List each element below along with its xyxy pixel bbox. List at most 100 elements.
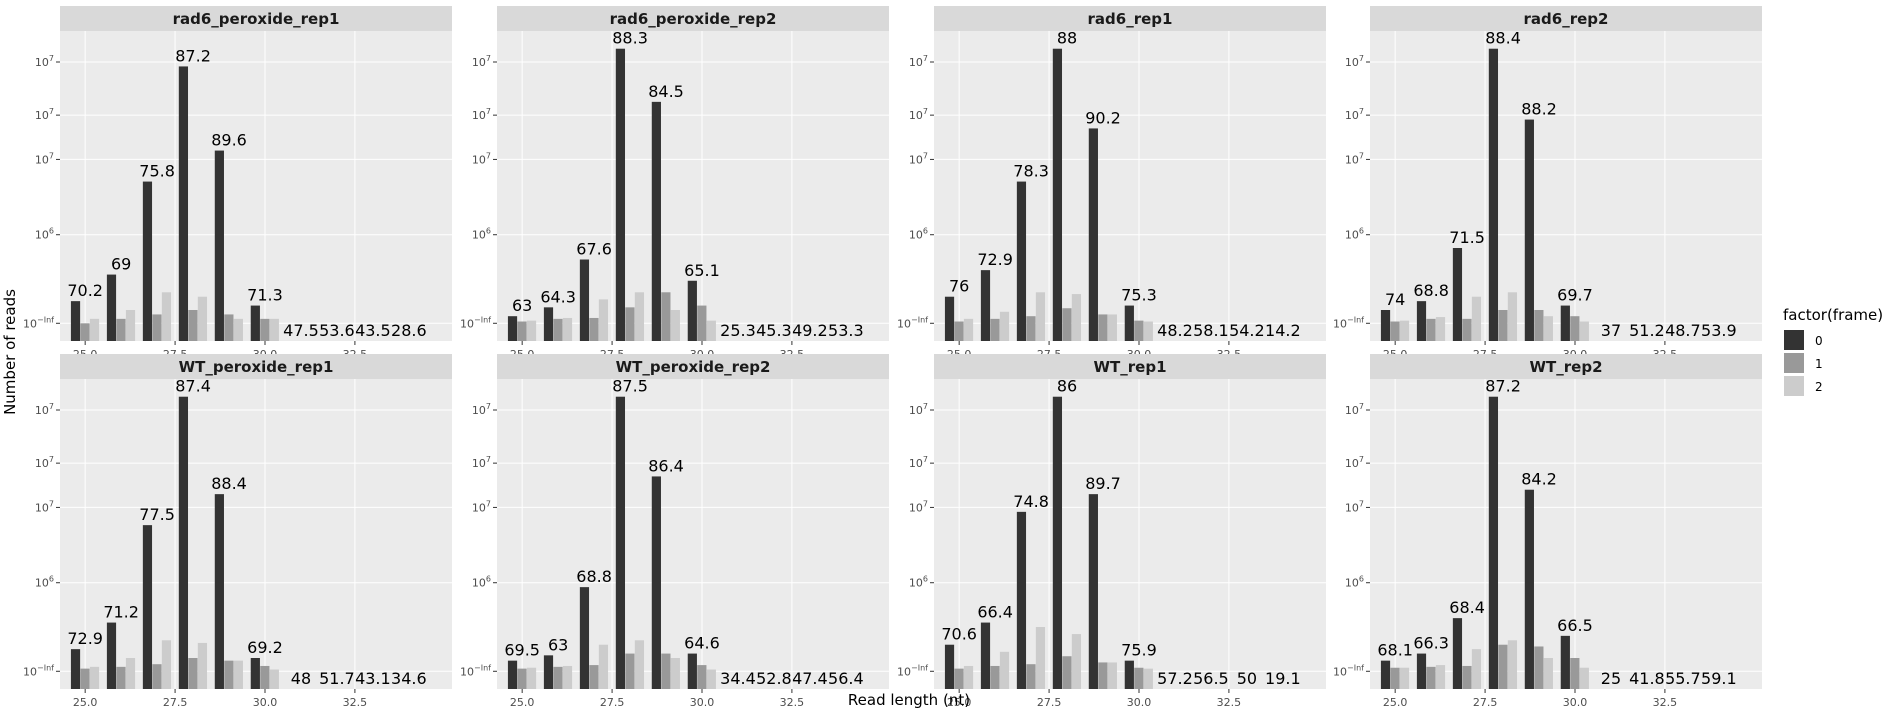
- y-tick-label: 106: [1345, 575, 1364, 590]
- x-axis-title: Read length (nt): [848, 691, 970, 709]
- bar-value-label: 53.6: [319, 321, 355, 340]
- bar-frame-1: [990, 318, 1000, 341]
- bar-value-label: 75.3: [1121, 286, 1157, 305]
- bar-frame-0: [1416, 301, 1427, 341]
- bar-frame-1: [1062, 308, 1072, 341]
- bar-frame-1: [661, 292, 671, 341]
- x-tick-label: 27.5: [600, 696, 625, 709]
- bar-frame-0: [1124, 660, 1134, 689]
- facet-panel: WT_rep2 25.0 27.5 30.0 32.5 10−Inf 106 107 107 10…: [1333, 354, 1762, 709]
- bar-value-label: 68.8: [1413, 281, 1449, 300]
- bar-frame-1: [1534, 646, 1544, 689]
- legend-label-frame-1: 1: [1815, 357, 1823, 371]
- bar-frame-1: [954, 668, 964, 689]
- bar-value-label: 19.1: [1265, 669, 1301, 688]
- facet-title: WT_peroxide_rep2: [616, 358, 771, 376]
- bar-frame-2: [125, 658, 136, 689]
- bar-frame-2: [161, 640, 172, 689]
- y-tick-label: 10−Inf: [460, 663, 491, 678]
- legend-label-frame-0: 0: [1815, 334, 1823, 348]
- bar-value-label: 68.8: [576, 567, 612, 586]
- bar-value-label: 59.1: [1701, 669, 1737, 688]
- y-tick-label: 107: [472, 151, 491, 166]
- bar-value-label: 88.4: [1485, 29, 1521, 48]
- y-tick-label: 107: [472, 402, 491, 417]
- bar-frame-0: [1452, 248, 1463, 341]
- legend-swatch-frame-1: [1784, 353, 1804, 373]
- bar-frame-0: [1452, 618, 1463, 689]
- facet-title: rad6_peroxide_rep1: [173, 10, 340, 28]
- bar-value-label: 90.2: [1085, 108, 1121, 127]
- bar-value-label: 28.6: [391, 321, 427, 340]
- bar-frame-2: [999, 311, 1010, 341]
- panel-background: [60, 31, 452, 341]
- x-tick-label: 32.5: [343, 696, 368, 709]
- bar-frame-0: [651, 101, 661, 341]
- bar-frame-1: [697, 305, 707, 341]
- bar-frame-1: [260, 665, 270, 689]
- bar-frame-0: [1016, 181, 1027, 341]
- facet-panels: rad6_peroxide_rep1 25.0 27.5 30.0 32.5 10−Inf…: [23, 6, 1762, 709]
- y-tick-label: 106: [35, 227, 54, 242]
- bar-value-label: 89.6: [211, 131, 247, 150]
- bar-frame-1: [1498, 310, 1508, 341]
- bar-frame-1: [116, 318, 126, 341]
- bar-value-label: 69: [111, 255, 131, 274]
- bar-value-label: 87.5: [612, 377, 648, 396]
- bar-frame-1: [625, 307, 635, 341]
- y-axis-title: Number of reads: [1, 289, 19, 415]
- x-tick-label: 30.0: [690, 696, 715, 709]
- bar-value-label: 72.9: [67, 629, 103, 648]
- legend: factor(frame) 0 1 2: [1783, 306, 1883, 396]
- bar-frame-0: [250, 658, 260, 689]
- bar-frame-1: [1462, 318, 1472, 341]
- bar-frame-2: [963, 318, 974, 341]
- bar-value-label: 72.9: [977, 250, 1013, 269]
- bar-frame-2: [598, 644, 609, 689]
- bar-value-label: 25.3: [720, 321, 756, 340]
- bar-value-label: 68.1: [1377, 641, 1413, 660]
- bar-frame-0: [142, 525, 153, 689]
- y-tick-label: 107: [909, 455, 928, 470]
- x-tick-label: 25.0: [1383, 696, 1408, 709]
- x-tick-label: 30.0: [1563, 696, 1588, 709]
- bar-value-label: 69.7: [1557, 286, 1593, 305]
- bar-frame-1: [517, 668, 527, 689]
- bar-frame-1: [1570, 658, 1580, 689]
- bar-frame-2: [526, 667, 537, 689]
- bar-value-label: 70.6: [941, 625, 977, 644]
- y-tick-label: 106: [472, 227, 491, 242]
- y-tick-label: 107: [35, 402, 54, 417]
- y-tick-label: 107: [1345, 54, 1364, 69]
- bar-value-label: 47.4: [792, 669, 828, 688]
- bar-frame-2: [1579, 667, 1589, 689]
- bar-frame-2: [269, 669, 279, 689]
- bar-value-label: 43.1: [355, 669, 391, 688]
- bar-frame-2: [197, 296, 208, 341]
- bar-frame-1: [1426, 318, 1436, 341]
- bar-value-label: 76: [949, 277, 969, 296]
- bar-value-label: 66.4: [977, 603, 1013, 622]
- y-tick-label: 107: [909, 151, 928, 166]
- x-tick-label: 27.5: [1037, 696, 1062, 709]
- bar-value-label: 71.5: [1449, 228, 1485, 247]
- bar-value-label: 14.2: [1265, 321, 1301, 340]
- bar-frame-0: [1380, 660, 1391, 689]
- bar-value-label: 53.3: [828, 321, 864, 340]
- bar-frame-1: [188, 658, 198, 689]
- x-tick-label: 32.5: [780, 696, 805, 709]
- y-tick-label: 107: [35, 499, 54, 514]
- bar-frame-2: [526, 320, 537, 341]
- bar-value-label: 66.5: [1557, 616, 1593, 635]
- bar-frame-1: [1390, 321, 1400, 341]
- y-tick-label: 107: [1345, 151, 1364, 166]
- bar-value-label: 71.2: [103, 603, 139, 622]
- bar-frame-2: [1107, 662, 1117, 689]
- bar-value-label: 56.4: [828, 669, 864, 688]
- y-tick-label: 107: [1345, 107, 1364, 122]
- bar-value-label: 69.5: [504, 641, 540, 660]
- bar-value-label: 74.8: [1013, 492, 1049, 511]
- bar-value-label: 51.2: [1629, 321, 1665, 340]
- bar-frame-0: [142, 181, 153, 341]
